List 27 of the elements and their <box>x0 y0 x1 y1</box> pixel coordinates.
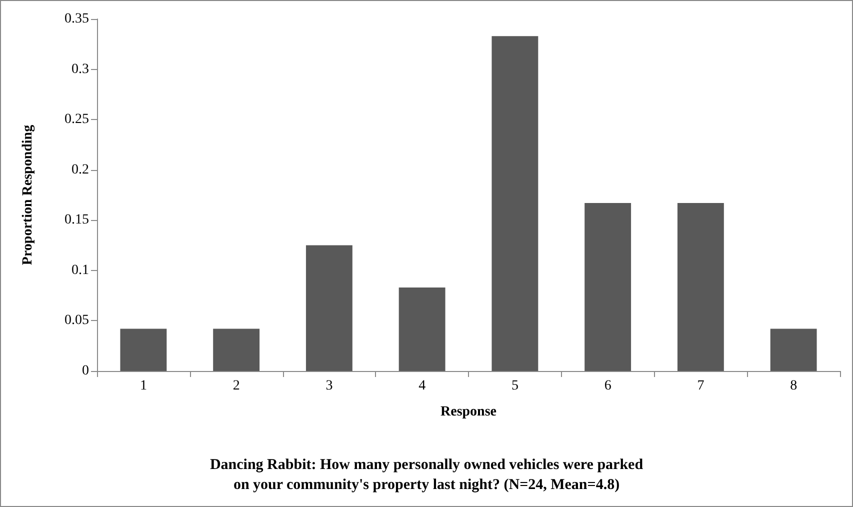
x-tick-label: 2 <box>232 378 240 394</box>
y-tick-label: 0.1 <box>72 262 89 278</box>
y-tick-label: 0.35 <box>64 12 89 26</box>
text: Dancing Rabbit: How many personally owned vehicles were parked on your community's property last night? (N=24, Mean=4.8) <box>210 457 644 493</box>
x-tick-label: 1 <box>140 378 147 394</box>
y-axis-title: Proportion Responding <box>20 124 36 266</box>
x-tick-label: 4 <box>418 378 426 394</box>
x-tick-label: 7 <box>697 378 704 394</box>
bar <box>770 328 817 371</box>
bar <box>492 36 538 371</box>
y-tick-label: 0.3 <box>72 62 89 77</box>
x-tick-label: 6 <box>604 378 612 394</box>
x-tick-label: 8 <box>790 378 798 394</box>
y-tick-label: 0.25 <box>64 112 89 128</box>
x-axis-title: Response <box>440 404 497 420</box>
bar <box>213 328 260 371</box>
bar <box>306 245 352 371</box>
x-tick-label: 3 <box>326 378 333 394</box>
bar <box>584 203 632 371</box>
bar <box>677 203 724 371</box>
x-tick-label: 5 <box>511 378 518 394</box>
y-tick-label: 0.15 <box>64 212 89 228</box>
y-tick-label: 0.2 <box>72 162 89 178</box>
bar <box>120 328 167 371</box>
y-tick-label: 0.05 <box>64 313 89 328</box>
y-tick-label: 0 <box>82 364 89 378</box>
bar <box>398 288 446 371</box>
